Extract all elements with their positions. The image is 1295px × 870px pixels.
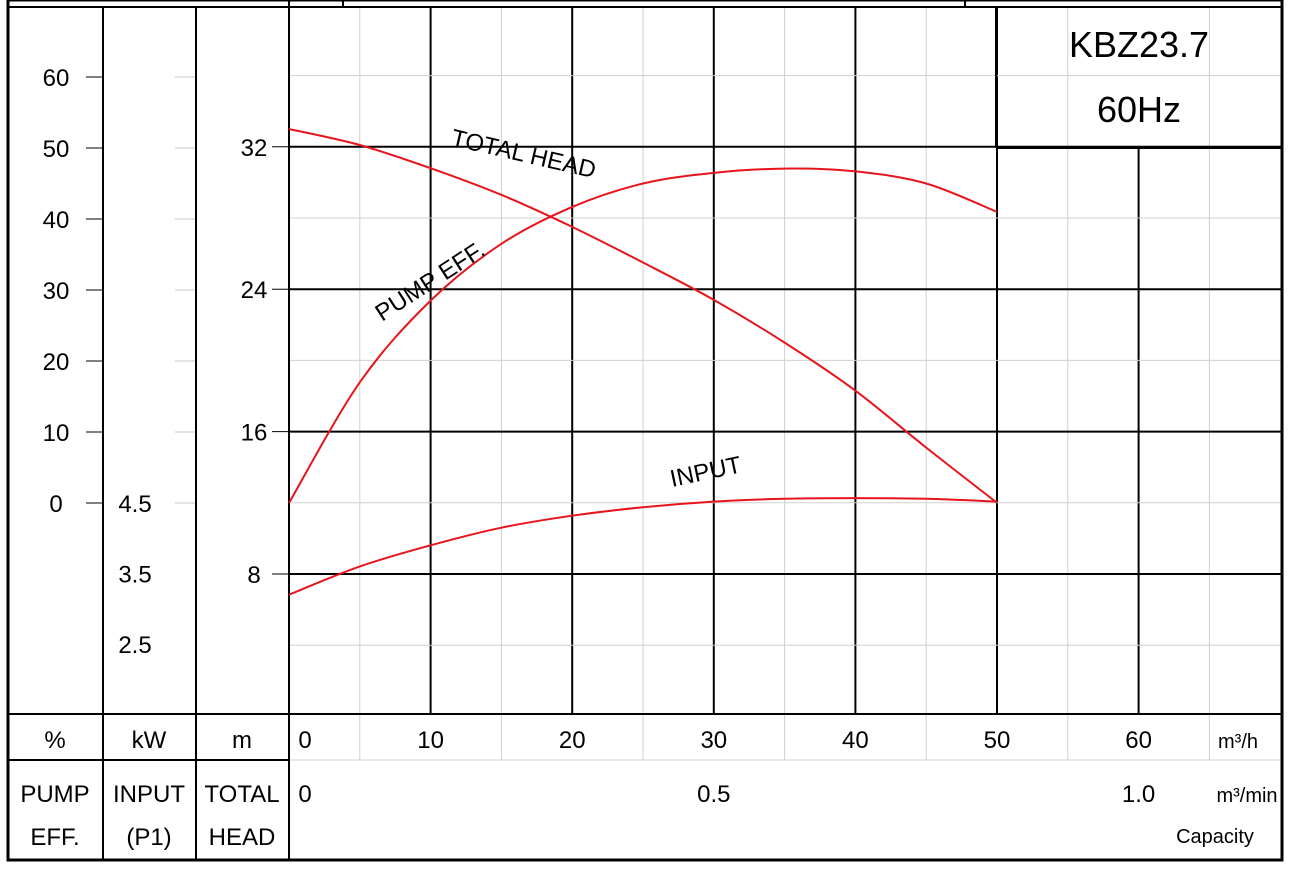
total-head-curve (288, 128, 998, 504)
eff-axis-ticks: 0 10 20 30 40 50 60 (43, 65, 70, 518)
input-axis-ticks: 2.5 3.5 4.5 (118, 491, 151, 659)
head-tick-label: 32 (241, 135, 268, 162)
input-title-line1: INPUT (113, 781, 185, 808)
input-tick-label: 4.5 (118, 491, 151, 518)
x-tick-m3h-label: 20 (559, 727, 586, 754)
head-unit-label: m (232, 727, 252, 754)
eff-tick-label: 0 (49, 491, 62, 518)
x-tick-m3h-label: 60 (1125, 727, 1152, 754)
eff-tick-label: 20 (43, 349, 70, 376)
x-tick-m3h-label: 50 (984, 727, 1011, 754)
head-title-line2: HEAD (209, 824, 276, 851)
x-tick-m3min-label: 0.5 (697, 781, 730, 808)
x-tick-m3min-label: 1.0 (1122, 781, 1155, 808)
curves (288, 128, 998, 596)
total-head-curve-label: TOTAL HEAD (449, 125, 599, 185)
head-axis-ticks: 8 16 24 32 (241, 135, 268, 589)
eff-tick-label: 40 (43, 207, 70, 234)
input-tick-label: 2.5 (118, 632, 151, 659)
model-name: KBZ23.7 (1069, 24, 1209, 65)
input-curve-label: INPUT (668, 451, 744, 492)
eff-unit-label: % (44, 727, 65, 754)
table-frame (6, 0, 1284, 862)
head-tick-label: 16 (241, 420, 268, 447)
head-tick-label: 8 (247, 562, 260, 589)
x-tick-m3h-label: 0 (298, 727, 311, 754)
eff-tick-label: 60 (43, 65, 70, 92)
input-title-line2: (P1) (126, 824, 171, 851)
capacity-unit-m3h: m³/h (1218, 731, 1258, 753)
eff-title-line1: PUMP (20, 781, 89, 808)
eff-tick-label: 10 (43, 420, 70, 447)
input-unit-label: kW (132, 727, 167, 754)
capacity-label: Capacity (1176, 826, 1254, 848)
x-tick-m3h-label: 10 (417, 727, 444, 754)
eff-title-line2: EFF. (30, 824, 79, 851)
pump-eff-curve (288, 167, 998, 504)
eff-tick-label: 30 (43, 278, 70, 305)
eff-tick-label: 50 (43, 136, 70, 163)
head-title-line1: TOTAL (204, 781, 279, 808)
model-frequency: 60Hz (1097, 89, 1181, 130)
x-axis-ticks: 0 10 20 30 40 50 60 0 0.5 1.0 (298, 727, 1155, 808)
x-tick-m3h-label: 30 (700, 727, 727, 754)
input-tick-label: 3.5 (118, 562, 151, 589)
input-curve (288, 497, 998, 596)
x-tick-m3h-label: 40 (842, 727, 869, 754)
capacity-unit-m3min: m³/min (1216, 785, 1277, 807)
x-tick-m3min-label: 0 (298, 781, 311, 808)
head-tick-label: 24 (241, 277, 268, 304)
